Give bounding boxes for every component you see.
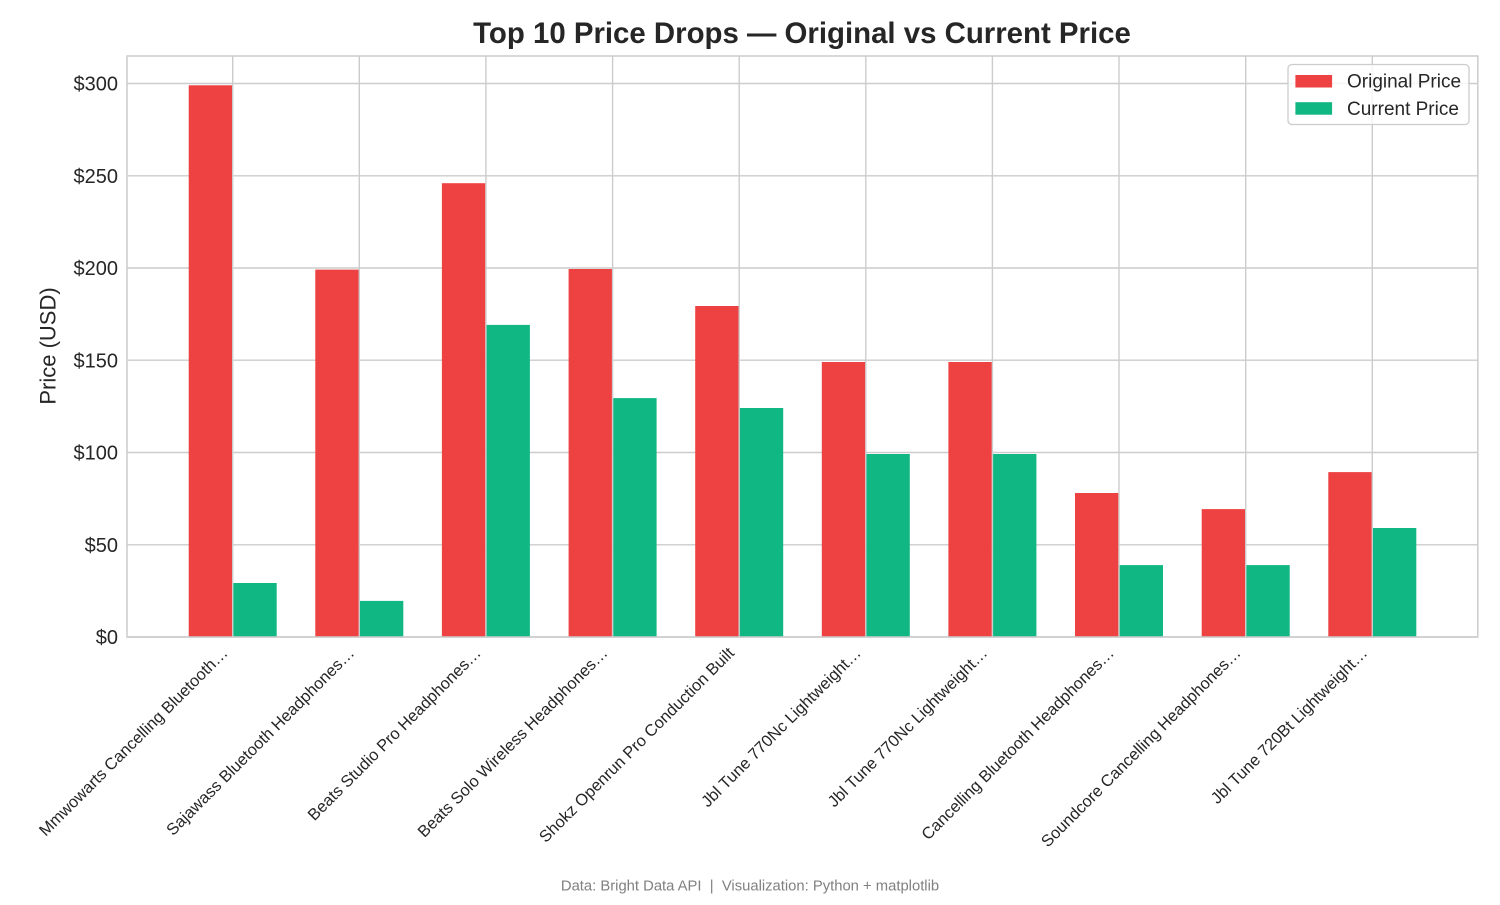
svg-text:$50: $50 [85,535,118,557]
svg-text:$150: $150 [74,350,119,372]
svg-text:Current Price: Current Price [1347,99,1459,120]
svg-text:Top 10 Price Drops — Original: Top 10 Price Drops — Original vs Current… [473,17,1131,50]
svg-text:$250: $250 [74,166,119,188]
svg-text:Price (USD): Price (USD) [36,287,61,404]
svg-text:$0: $0 [96,627,118,649]
svg-text:Original Price: Original Price [1347,72,1461,93]
svg-text:Data: Bright Data API | Visu: Data: Bright Data API | Visualization: P… [561,879,939,895]
svg-text:$300: $300 [74,74,119,96]
svg-text:$200: $200 [74,258,119,280]
svg-text:$100: $100 [74,443,119,465]
